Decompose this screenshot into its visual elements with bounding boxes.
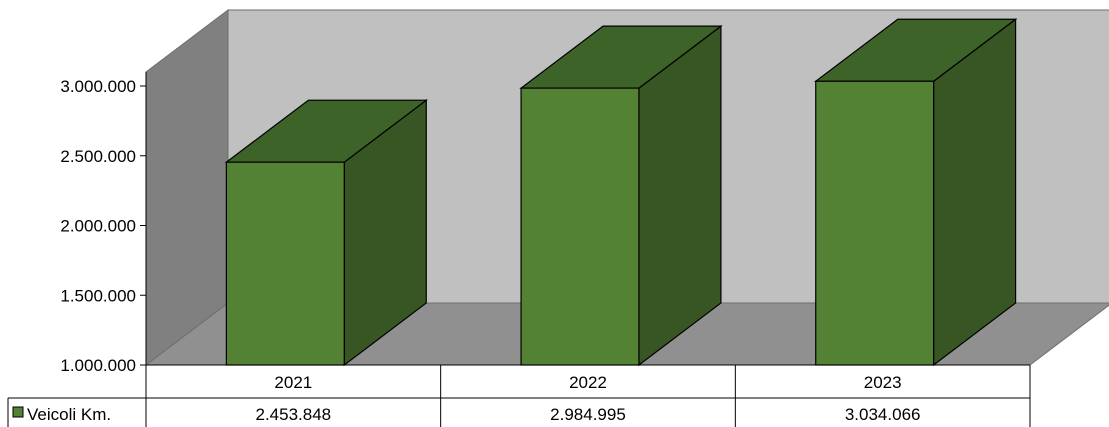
- legend-swatch: [12, 406, 24, 418]
- data-label: 2.984.995: [550, 405, 626, 424]
- y-tick-label: 2.000.000: [60, 217, 136, 236]
- y-tick-label: 1.500.000: [60, 286, 136, 305]
- legend-series-label: Veicoli Km.: [27, 405, 111, 424]
- data-label: 2.453.848: [256, 405, 332, 424]
- data-table: 2021 2.453.848 2022 2.984.995 2023 3.034.066 V…: [7, 364, 1031, 427]
- bar-front: [815, 80, 935, 366]
- x-category-label: 2022: [569, 373, 607, 392]
- x-category-label: 2023: [864, 373, 902, 392]
- bars: [224, 18, 1018, 367]
- data-label: 3.034.066: [845, 405, 921, 424]
- bar-front: [225, 161, 345, 366]
- bar-front: [520, 87, 640, 366]
- y-axis: 1.000.000 1.500.000 2.000.000 2.500.000 3.00…: [60, 72, 147, 375]
- y-tick-label: 1.000.000: [60, 356, 136, 375]
- y-tick-label: 2.500.000: [60, 147, 136, 166]
- bar-2023: [813, 18, 1018, 367]
- x-category-label: 2021: [274, 373, 312, 392]
- bar-2022: [519, 24, 723, 367]
- bar-2021: [224, 98, 429, 367]
- y-tick-label: 3.000.000: [60, 77, 136, 96]
